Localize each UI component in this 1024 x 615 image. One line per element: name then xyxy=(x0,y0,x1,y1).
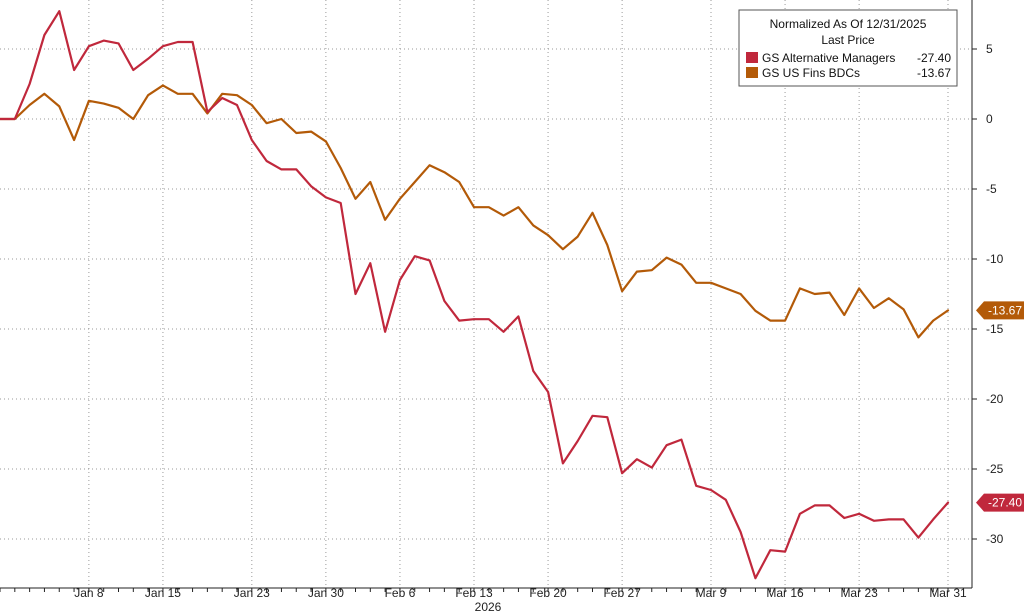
x-tick-label: Mar 31 xyxy=(929,586,967,600)
legend-value-alt-managers: -27.40 xyxy=(917,51,951,65)
y-tick-label: -10 xyxy=(986,252,1004,266)
y-tick-label: 0 xyxy=(986,112,993,126)
y-tick-label: -15 xyxy=(986,322,1004,336)
axes: Jan 8 Jan 15 Jan 23 Jan 30 Feb 6 Feb 13 Feb 20… xyxy=(0,0,1004,614)
x-tick-label: Jan 30 xyxy=(308,586,344,600)
last-value-text-fins-bdcs: -13.67 xyxy=(988,303,1022,317)
legend-swatch-alt-managers xyxy=(746,52,758,63)
x-tick-label: Feb 27 xyxy=(603,586,641,600)
series-layer xyxy=(0,10,950,580)
y-tick-label: 5 xyxy=(986,42,993,56)
legend-header-last-price: Last Price xyxy=(821,33,875,47)
last-value-tag-alt-managers xyxy=(976,493,1024,512)
last-value-text-alt-managers: -27.40 xyxy=(988,496,1022,510)
x-tick-label: Feb 20 xyxy=(529,586,567,600)
legend-header-normalized: Normalized As Of 12/31/2025 xyxy=(770,17,927,31)
last-value-labels: -27.40 -13.67 xyxy=(976,301,1024,512)
series-line-fins-bdcs xyxy=(0,84,950,339)
x-axis-label: 2026 xyxy=(475,600,502,614)
y-axis-ticks: 5 0 -5 -10 -15 -20 -25 -30 xyxy=(972,42,1004,546)
legend: Normalized As Of 12/31/2025 Last Price G… xyxy=(738,9,958,87)
x-tick-label: Mar 16 xyxy=(766,586,804,600)
y-tick-label: -5 xyxy=(986,182,997,196)
legend-swatch-fins-bdcs xyxy=(746,67,758,78)
x-tick-label: Mar 23 xyxy=(840,586,878,600)
x-tick-label: Feb 6 xyxy=(385,586,416,600)
series-line-alt-managers xyxy=(0,10,950,580)
y-tick-label: -20 xyxy=(986,392,1004,406)
legend-label-alt-managers: GS Alternative Managers xyxy=(762,51,895,65)
x-tick-label: Jan 8 xyxy=(74,586,104,600)
x-tick-label: Feb 13 xyxy=(455,586,493,600)
legend-value-fins-bdcs: -13.67 xyxy=(917,66,951,80)
y-tick-label: -30 xyxy=(986,532,1004,546)
x-tick-label: Mar 9 xyxy=(696,586,727,600)
last-value-tag-fins-bdcs xyxy=(976,301,1024,320)
y-tick-label: -25 xyxy=(986,462,1004,476)
legend-box xyxy=(738,9,958,87)
legend-label-fins-bdcs: GS US Fins BDCs xyxy=(762,66,860,80)
x-tick-label: Jan 15 xyxy=(145,586,181,600)
x-tick-label: Jan 23 xyxy=(234,586,270,600)
x-axis-ticks: Jan 8 Jan 15 Jan 23 Jan 30 Feb 6 Feb 13 Feb 20… xyxy=(0,586,967,600)
